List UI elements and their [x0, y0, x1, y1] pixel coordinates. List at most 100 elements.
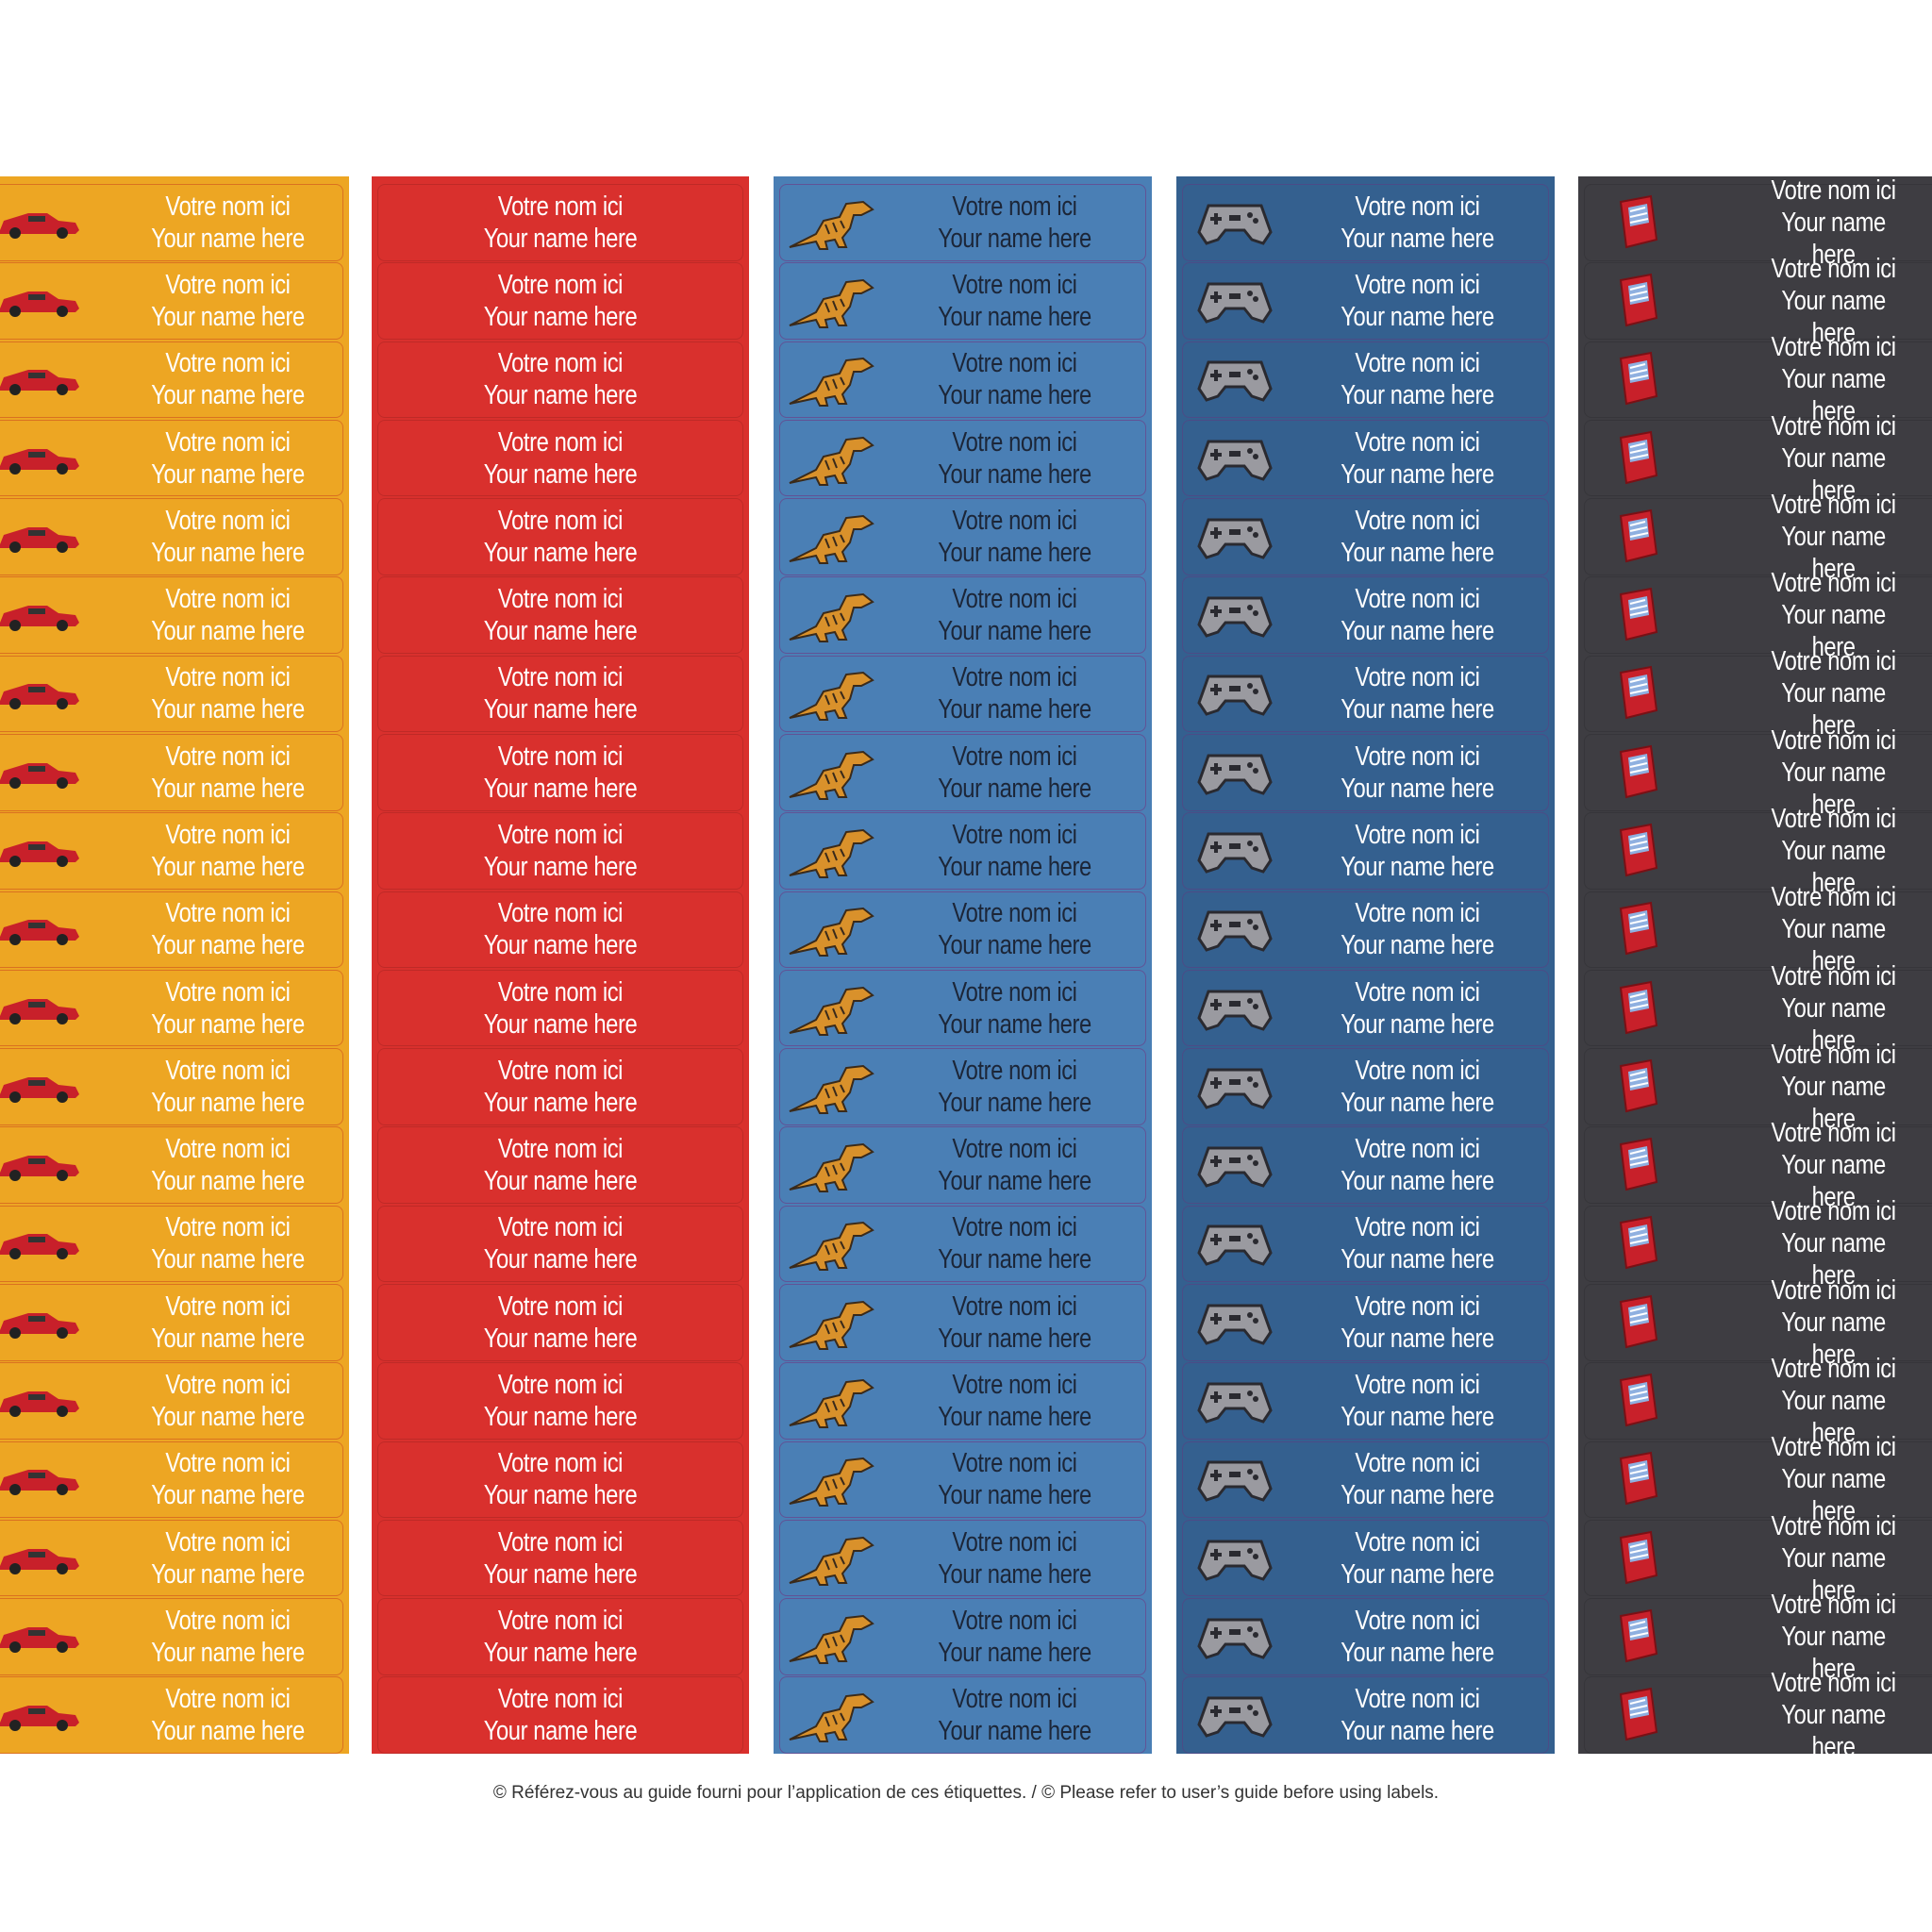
label: Votre nom ici Your name here	[0, 655, 343, 733]
label-line: Votre nom ici	[1355, 1684, 1480, 1715]
label-icon	[1585, 268, 1689, 334]
label-line: Votre nom ici	[497, 898, 624, 929]
label: Votre nom ici Your name here	[1182, 1126, 1549, 1204]
label-line: Your name here	[483, 380, 638, 411]
label-icon	[1183, 504, 1287, 570]
label-text: Votre nom ici Your name here	[134, 1055, 322, 1119]
label-icon	[0, 740, 113, 806]
label-text: Votre nom ici Your name here	[1310, 426, 1524, 491]
label-line: Votre nom ici	[1771, 1118, 1897, 1149]
label-line: Your name here	[1781, 992, 1886, 1056]
label-line: Votre nom ici	[952, 270, 1077, 301]
label-line: Your name here	[1781, 1700, 1886, 1763]
label: Votre nom ici Your name here	[0, 1598, 343, 1675]
label-line: Votre nom ici	[1355, 426, 1480, 458]
label: Votre nom ici Your name here	[1584, 1275, 1932, 1370]
label-line: Votre nom ici	[1771, 332, 1897, 363]
label-line: Votre nom ici	[1771, 1354, 1897, 1385]
label-line: Votre nom ici	[1771, 175, 1897, 206]
label-text: Votre nom ici Your name here	[411, 976, 710, 1041]
label-icon	[1183, 740, 1287, 806]
label-line: Votre nom ici	[497, 1448, 624, 1479]
label-line: Your name here	[483, 1008, 638, 1040]
label: Votre nom ici Your name here	[1182, 419, 1549, 497]
label-text: Votre nom ici Your name here	[411, 1683, 710, 1747]
label-line: Your name here	[938, 1637, 1091, 1668]
label-line: Your name here	[938, 1402, 1091, 1433]
label-line: Your name here	[1781, 600, 1886, 663]
label-icon	[1183, 425, 1287, 491]
label-icon	[1585, 1368, 1689, 1434]
label-line: Your name here	[1341, 852, 1494, 883]
label: Votre nom ici Your name here	[0, 1048, 343, 1125]
label: Votre nom ici Your name here	[1182, 655, 1549, 733]
label: Votre nom ici Your name here	[1584, 1432, 1932, 1526]
label-text: Votre nom ici Your name here	[411, 347, 710, 411]
label: Votre nom ici Your name here	[377, 655, 743, 733]
label-text: Votre nom ici Your name here	[134, 347, 322, 411]
label-line: Votre nom ici	[1355, 898, 1480, 929]
label-text: Votre nom ici Your name here	[1710, 1667, 1910, 1763]
label: Votre nom ici Your name here	[779, 1362, 1146, 1440]
label: Votre nom ici Your name here	[1584, 882, 1932, 976]
label-line: Votre nom ici	[952, 584, 1077, 615]
label-icon	[0, 1132, 113, 1198]
label-line: Votre nom ici	[1355, 1212, 1480, 1243]
label: Votre nom ici Your name here	[0, 341, 343, 419]
label-line: Your name here	[1781, 1150, 1886, 1213]
label-icon	[1183, 1210, 1287, 1276]
label-text: Votre nom ici Your name here	[411, 741, 710, 805]
label-line: Votre nom ici	[1771, 1668, 1897, 1699]
label: Votre nom ici Your name here	[1584, 1118, 1932, 1212]
label-line: Votre nom ici	[497, 1526, 624, 1557]
label: Votre nom ici Your name here	[0, 812, 343, 890]
label: Votre nom ici Your name here	[1584, 804, 1932, 898]
label-line: Your name here	[938, 1087, 1091, 1118]
label-icon	[1585, 1525, 1689, 1591]
label-icon	[780, 504, 884, 570]
label-line: Your name here	[1341, 1402, 1494, 1433]
label-text: Votre nom ici Your name here	[134, 897, 322, 961]
label-line: Votre nom ici	[1355, 584, 1480, 615]
label-line: Your name here	[938, 1716, 1091, 1747]
label-line: Your name here	[1341, 1480, 1494, 1511]
label: Votre nom ici Your name here	[377, 1598, 743, 1675]
label-line: Your name here	[483, 616, 638, 647]
label: Votre nom ici Your name here	[779, 1283, 1146, 1361]
label-icon	[0, 268, 113, 334]
label-icon	[780, 425, 884, 491]
label-line: Votre nom ici	[497, 348, 624, 379]
label-line: Your name here	[483, 537, 638, 568]
label-text: Votre nom ici Your name here	[134, 1447, 322, 1511]
label: Votre nom ici Your name here	[377, 1441, 743, 1519]
label-text: Votre nom ici Your name here	[1310, 1133, 1524, 1197]
label-text: Votre nom ici Your name here	[1710, 1117, 1910, 1213]
label-text: Votre nom ici Your name here	[908, 897, 1122, 961]
label-line: Your name here	[1341, 773, 1494, 804]
label-line: Votre nom ici	[1355, 348, 1480, 379]
label: Votre nom ici Your name here	[1584, 1040, 1932, 1134]
label-line: Votre nom ici	[497, 741, 624, 772]
label-line: Your name here	[151, 1402, 305, 1433]
label: Votre nom ici Your name here	[0, 1126, 343, 1204]
label-text: Votre nom ici Your name here	[134, 1526, 322, 1591]
label-line: Your name here	[151, 1480, 305, 1511]
label-line: Votre nom ici	[497, 1055, 624, 1086]
label-line: Votre nom ici	[497, 426, 624, 458]
label-text: Votre nom ici Your name here	[908, 1291, 1122, 1355]
label-text: Votre nom ici Your name here	[1710, 331, 1910, 427]
label-icon	[1585, 190, 1689, 256]
label-text: Votre nom ici Your name here	[1310, 505, 1524, 569]
label-line: Votre nom ici	[165, 584, 291, 615]
label-line: Your name here	[151, 1716, 305, 1747]
label: Votre nom ici Your name here	[779, 341, 1146, 419]
label-line: Your name here	[1781, 836, 1886, 899]
label: Votre nom ici Your name here	[377, 262, 743, 340]
label-text: Votre nom ici Your name here	[1710, 1195, 1910, 1291]
label-line: Your name here	[483, 1244, 638, 1275]
label-line: Your name here	[938, 1244, 1091, 1275]
label-text: Votre nom ici Your name here	[411, 1526, 710, 1591]
label-text: Votre nom ici Your name here	[1710, 960, 1910, 1057]
label-text: Votre nom ici Your name here	[908, 661, 1122, 725]
label-text: Votre nom ici Your name here	[908, 976, 1122, 1041]
